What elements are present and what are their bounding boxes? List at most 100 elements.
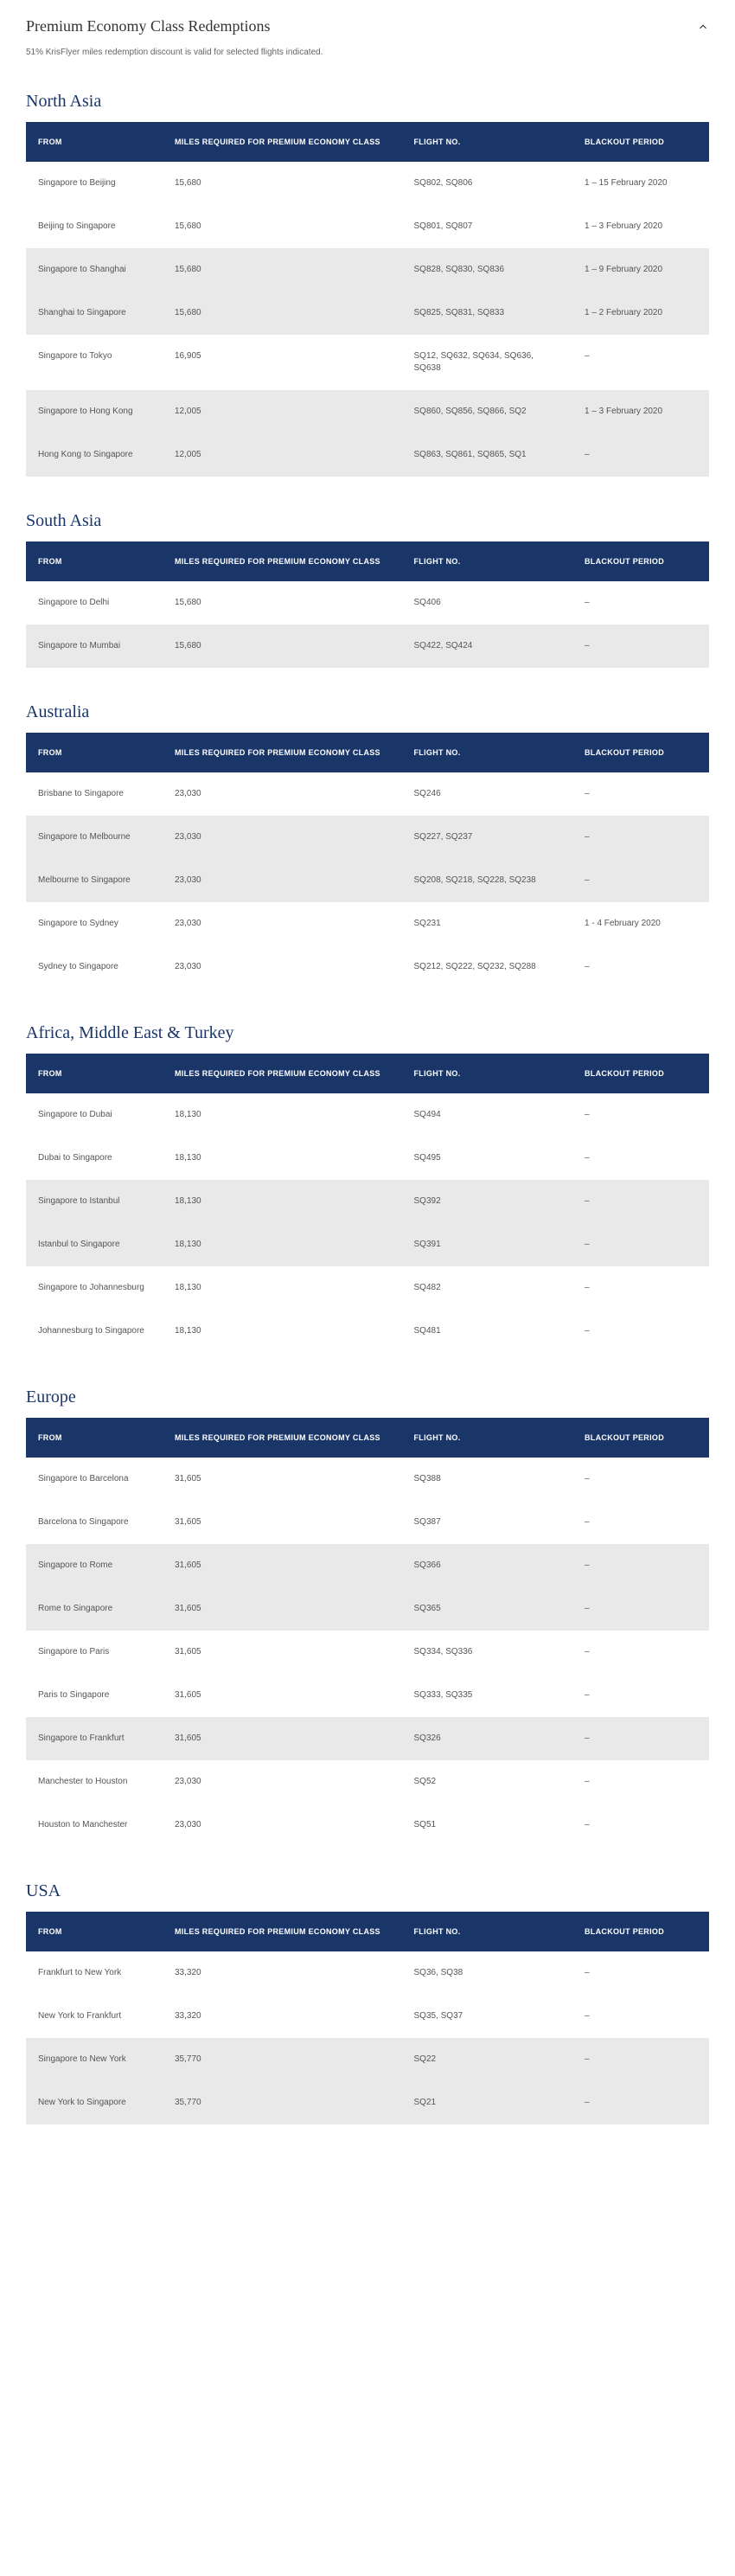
region-title: North Asia [26, 92, 709, 112]
cell-blackout: – [572, 433, 709, 477]
cell-miles: 31,605 [163, 1674, 402, 1717]
cell-from: Istanbul to Singapore [26, 1223, 163, 1266]
table-row: Singapore to New York35,770SQ22– [26, 2038, 709, 2081]
region-title: South Asia [26, 511, 709, 531]
cell-from: Dubai to Singapore [26, 1137, 163, 1180]
column-header-from: FROM [26, 541, 163, 581]
cell-miles: 31,605 [163, 1501, 402, 1544]
cell-blackout: – [572, 1093, 709, 1137]
cell-flight: SQ326 [402, 1717, 573, 1760]
cell-from: Singapore to Melbourne [26, 816, 163, 859]
table-row: Singapore to Delhi15,680SQ406– [26, 581, 709, 625]
cell-miles: 12,005 [163, 433, 402, 477]
cell-from: Singapore to Shanghai [26, 248, 163, 292]
table-row: Manchester to Houston23,030SQ52– [26, 1760, 709, 1804]
cell-blackout: – [572, 772, 709, 816]
table-row: Paris to Singapore31,605SQ333, SQ335– [26, 1674, 709, 1717]
cell-flight: SQ406 [402, 581, 573, 625]
table-row: Singapore to Beijing15,680SQ802, SQ8061 … [26, 162, 709, 205]
cell-miles: 18,130 [163, 1180, 402, 1223]
cell-blackout: – [572, 581, 709, 625]
cell-blackout: – [572, 2081, 709, 2124]
cell-miles: 23,030 [163, 1760, 402, 1804]
cell-blackout: 1 - 4 February 2020 [572, 902, 709, 945]
table-row: Singapore to Barcelona31,605SQ388– [26, 1458, 709, 1501]
cell-flight: SQ860, SQ856, SQ866, SQ2 [402, 390, 573, 433]
column-header-miles: MILES REQUIRED FOR PREMIUM ECONOMY CLASS [163, 1054, 402, 1093]
column-header-miles: MILES REQUIRED FOR PREMIUM ECONOMY CLASS [163, 733, 402, 772]
column-header-flight: FLIGHT NO. [402, 1418, 573, 1458]
cell-from: Singapore to Mumbai [26, 625, 163, 668]
cell-from: Singapore to Barcelona [26, 1458, 163, 1501]
redemption-table: FROMMILES REQUIRED FOR PREMIUM ECONOMY C… [26, 1912, 709, 2124]
table-row: Houston to Manchester23,030SQ51– [26, 1804, 709, 1847]
cell-blackout: 1 – 15 February 2020 [572, 162, 709, 205]
column-header-blackout: BLACKOUT PERIOD [572, 733, 709, 772]
cell-from: New York to Singapore [26, 2081, 163, 2124]
table-row: Dubai to Singapore18,130SQ495– [26, 1137, 709, 1180]
cell-flight: SQ825, SQ831, SQ833 [402, 292, 573, 335]
table-row: Istanbul to Singapore18,130SQ391– [26, 1223, 709, 1266]
cell-from: Rome to Singapore [26, 1587, 163, 1631]
cell-blackout: – [572, 1310, 709, 1353]
cell-blackout: – [572, 1587, 709, 1631]
column-header-miles: MILES REQUIRED FOR PREMIUM ECONOMY CLASS [163, 1418, 402, 1458]
cell-miles: 35,770 [163, 2038, 402, 2081]
region-title: USA [26, 1881, 709, 1901]
column-header-flight: FLIGHT NO. [402, 541, 573, 581]
cell-blackout: 1 – 9 February 2020 [572, 248, 709, 292]
region-title: Europe [26, 1387, 709, 1407]
cell-from: Brisbane to Singapore [26, 772, 163, 816]
table-row: Singapore to Paris31,605SQ334, SQ336– [26, 1631, 709, 1674]
chevron-up-icon[interactable] [697, 21, 709, 33]
cell-from: Paris to Singapore [26, 1674, 163, 1717]
table-row: Singapore to Rome31,605SQ366– [26, 1544, 709, 1587]
cell-blackout: – [572, 1223, 709, 1266]
table-row: Rome to Singapore31,605SQ365– [26, 1587, 709, 1631]
column-header-blackout: BLACKOUT PERIOD [572, 1054, 709, 1093]
cell-blackout: – [572, 335, 709, 390]
column-header-from: FROM [26, 733, 163, 772]
cell-blackout: – [572, 1995, 709, 2038]
column-header-flight: FLIGHT NO. [402, 1054, 573, 1093]
cell-miles: 23,030 [163, 772, 402, 816]
cell-from: Shanghai to Singapore [26, 292, 163, 335]
cell-blackout: – [572, 1674, 709, 1717]
cell-blackout: – [572, 1180, 709, 1223]
redemption-table: FROMMILES REQUIRED FOR PREMIUM ECONOMY C… [26, 541, 709, 668]
cell-blackout: – [572, 816, 709, 859]
redemption-table: FROMMILES REQUIRED FOR PREMIUM ECONOMY C… [26, 122, 709, 477]
cell-from: Singapore to Paris [26, 1631, 163, 1674]
cell-from: Barcelona to Singapore [26, 1501, 163, 1544]
cell-from: Singapore to Johannesburg [26, 1266, 163, 1310]
cell-from: Singapore to Rome [26, 1544, 163, 1587]
column-header-miles: MILES REQUIRED FOR PREMIUM ECONOMY CLASS [163, 541, 402, 581]
section-header[interactable]: Premium Economy Class Redemptions [26, 17, 709, 42]
table-row: Brisbane to Singapore23,030SQ246– [26, 772, 709, 816]
cell-flight: SQ231 [402, 902, 573, 945]
table-row: Sydney to Singapore23,030SQ212, SQ222, S… [26, 945, 709, 989]
cell-miles: 31,605 [163, 1458, 402, 1501]
column-header-from: FROM [26, 122, 163, 162]
cell-blackout: – [572, 945, 709, 989]
cell-from: Singapore to Frankfurt [26, 1717, 163, 1760]
redemption-table: FROMMILES REQUIRED FOR PREMIUM ECONOMY C… [26, 733, 709, 989]
cell-blackout: – [572, 1501, 709, 1544]
cell-miles: 31,605 [163, 1544, 402, 1587]
cell-blackout: – [572, 1266, 709, 1310]
cell-blackout: 1 – 3 February 2020 [572, 390, 709, 433]
page-subtitle: 51% KrisFlyer miles redemption discount … [26, 48, 709, 57]
cell-miles: 33,320 [163, 1951, 402, 1995]
cell-from: Sydney to Singapore [26, 945, 163, 989]
cell-from: Singapore to New York [26, 2038, 163, 2081]
cell-flight: SQ422, SQ424 [402, 625, 573, 668]
cell-miles: 18,130 [163, 1137, 402, 1180]
region-title: Australia [26, 702, 709, 722]
cell-flight: SQ494 [402, 1093, 573, 1137]
cell-miles: 31,605 [163, 1587, 402, 1631]
cell-miles: 15,680 [163, 581, 402, 625]
cell-from: Houston to Manchester [26, 1804, 163, 1847]
column-header-miles: MILES REQUIRED FOR PREMIUM ECONOMY CLASS [163, 122, 402, 162]
cell-blackout: – [572, 1458, 709, 1501]
cell-blackout: – [572, 1717, 709, 1760]
